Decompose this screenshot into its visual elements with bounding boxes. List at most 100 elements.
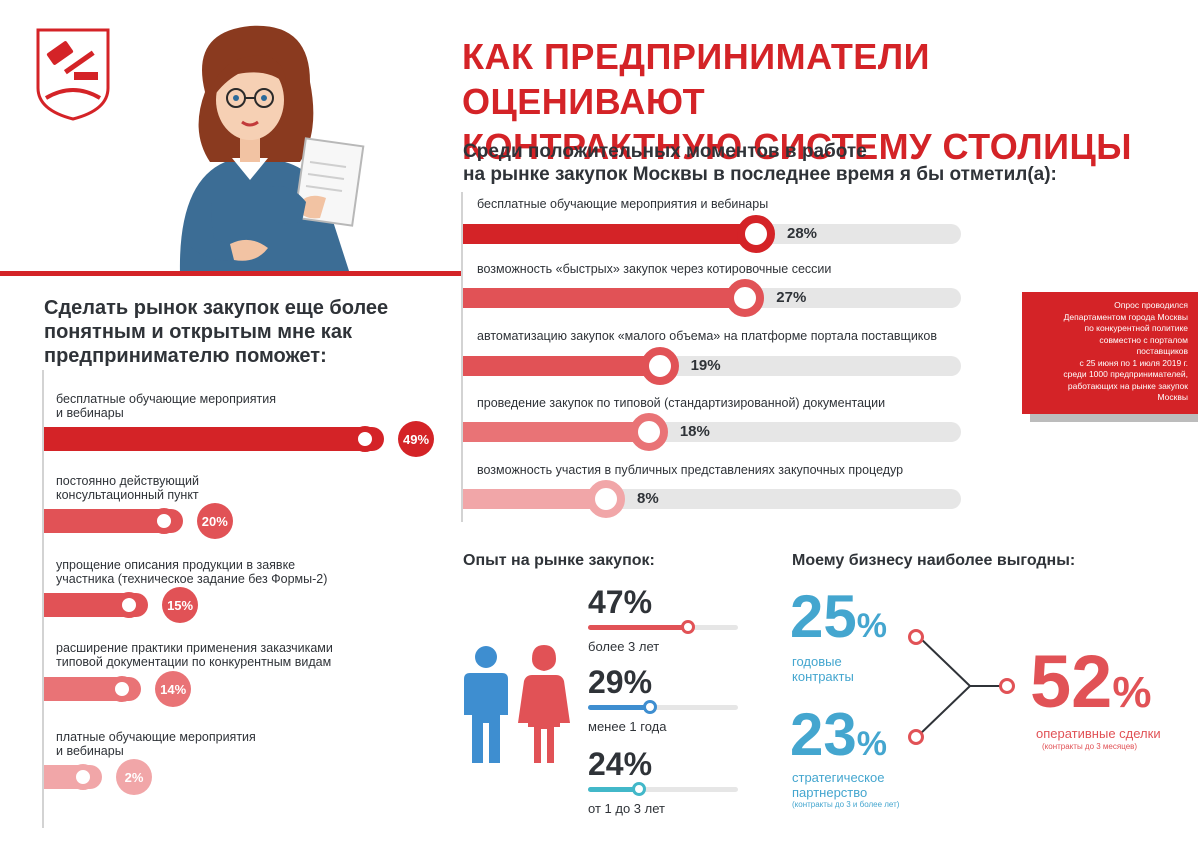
annual-number: 25 (790, 583, 857, 650)
experience-label: более 3 лет (588, 639, 660, 654)
right-bar (463, 224, 763, 244)
note-line: Опрос проводился (1114, 300, 1188, 310)
title-line-2: КОНТРАКТНУЮ СИСТЕМУ СТОЛИЦЫ (462, 126, 1133, 167)
right-bar-label: проведение закупок по типовой (стандарти… (477, 396, 886, 410)
right-bar-label: автоматизацию закупок «малого объема» на… (477, 329, 938, 343)
left-bar-label-line: платные обучающие мероприятия (56, 730, 256, 744)
note-shadow (1030, 414, 1198, 422)
left-bar-label-line: расширение практики применения заказчика… (56, 641, 333, 655)
title-line-1: КАК ПРЕДПРИНИМАТЕЛИ ОЦЕНИВАЮТ (462, 36, 930, 122)
note-line: Москвы (1157, 392, 1189, 402)
strategic-number: 23 (790, 701, 857, 768)
left-bar-label-line: упрощение описания продукции в заявке (56, 558, 296, 572)
right-bar (463, 356, 667, 376)
right-bar-value: 27% (776, 289, 807, 306)
left-bar-label: упрощение описания продукции в заявке уча… (56, 558, 386, 586)
logo (34, 26, 112, 122)
right-bar (463, 288, 753, 308)
experience-heading: Опыт на рынке закупок: (463, 552, 655, 569)
strategic-label: стратегическое партнерство (792, 770, 884, 800)
gavel-shield-icon (36, 28, 110, 121)
strategic-note: (контракты до 3 и более лет) (792, 800, 900, 809)
strategic-label-line-2: партнерство (792, 785, 868, 800)
experience-fill (588, 787, 640, 792)
left-bar-label-line: и вебинары (56, 744, 124, 758)
annual-node-icon (908, 629, 924, 645)
businesswoman-illustration (150, 12, 390, 274)
right-bar (463, 489, 613, 509)
right-bar-value: 18% (679, 423, 710, 440)
experience-fill (588, 705, 650, 710)
note-line: поставщиков (1136, 346, 1188, 356)
left-heading-line-2: понятным и открытым мне как (44, 321, 352, 343)
left-heading: Сделать рынок закупок еще более понятным… (44, 296, 424, 368)
experience-marker (642, 700, 657, 714)
operative-sign: % (1112, 668, 1152, 717)
left-heading-line-3: предпринимателю поможет: (44, 345, 327, 367)
right-axis-line (461, 192, 463, 522)
experience-marker (681, 620, 695, 634)
left-bar-label: платные обучающие мероприятия и вебинары (56, 730, 386, 758)
experience-label: от 1 до 3 лет (588, 801, 665, 816)
left-bar-label: постоянно действующий консультационный пу… (56, 474, 386, 502)
left-bar-marker (150, 508, 177, 534)
strategic-sign: % (856, 725, 887, 763)
note-line: совместно с порталом (1099, 334, 1188, 345)
woman-icon (179, 25, 365, 274)
note-line: среди 1000 предпринимателей, (1063, 369, 1188, 379)
strategic-node-icon (908, 729, 924, 745)
right-bar-marker (587, 480, 625, 518)
left-bar-value: 14% (155, 671, 192, 707)
left-axis-line (42, 370, 44, 828)
left-bar-label-line: консультационный пункт (56, 488, 199, 502)
right-bar-label: возможность участия в публичных представ… (477, 463, 904, 477)
right-bar-marker (726, 279, 765, 317)
divider-line (0, 271, 463, 276)
right-bar-value: 28% (787, 225, 818, 242)
business-heading: Моему бизнесу наиболее выгодны: (792, 552, 1076, 569)
left-bar-marker (109, 676, 136, 702)
annual-sign: % (856, 607, 887, 645)
experience-percent: 24% (588, 746, 653, 782)
survey-note: Опрос проводился Департаментом города Мо… (1022, 292, 1198, 414)
left-bar-label-line: типовой документации по конкурентным вид… (56, 655, 332, 669)
strategic-percent: 23% (790, 700, 887, 779)
left-bar-label-line: и вебинары (56, 406, 124, 420)
annual-label-line-2: контракты (792, 669, 854, 684)
note-line: работающих на рынке закупок (1067, 380, 1188, 391)
operative-node-icon (999, 678, 1015, 694)
right-bar-marker (640, 347, 679, 385)
left-bar-label-line: постоянно действующий (56, 474, 199, 488)
right-bar-value: 8% (637, 490, 659, 507)
operative-label: оперативные сделки (1036, 726, 1161, 741)
left-bar-marker (70, 764, 96, 790)
note-line: с 25 июня по 1 июля 2019 г. (1079, 357, 1188, 368)
left-bar-label: расширение практики применения заказчика… (56, 641, 386, 669)
annual-label-line-1: годовые (792, 654, 842, 669)
note-line: по конкурентной политике (1084, 323, 1188, 333)
right-bar-marker (629, 413, 668, 451)
left-bar (44, 427, 384, 451)
left-bar-label-line: участника (техническое задание без Формы… (56, 572, 328, 586)
woman-figure-icon (518, 645, 570, 770)
left-heading-line-1: Сделать рынок закупок еще более (44, 297, 389, 319)
right-bar-marker (737, 215, 775, 253)
experience-percent: 29% (588, 664, 653, 700)
left-bar-value: 2% (116, 759, 152, 795)
right-heading: Среди положительных моментов в работе на… (463, 140, 1163, 186)
left-bar-marker (352, 426, 378, 452)
right-bar-label: бесплатные обучающие мероприятия и вебин… (477, 197, 769, 211)
experience-track (588, 787, 738, 792)
right-bar-label: возможность «быстрых» закупок через коти… (477, 262, 832, 276)
experience-track (588, 705, 738, 710)
experience-fill (588, 625, 688, 630)
experience-label: менее 1 года (588, 719, 667, 734)
right-bar (463, 422, 656, 442)
left-bar-label-line: бесплатные обучающие мероприятия (56, 392, 277, 406)
operative-number: 52 (1030, 640, 1113, 723)
left-bar-label: бесплатные обучающие мероприятия и вебина… (56, 392, 386, 420)
operative-percent: 52% (1030, 640, 1151, 735)
left-bar-value: 15% (162, 587, 199, 623)
strategic-label-line-1: стратегическое (792, 770, 885, 785)
left-bar-value: 49% (398, 421, 434, 457)
